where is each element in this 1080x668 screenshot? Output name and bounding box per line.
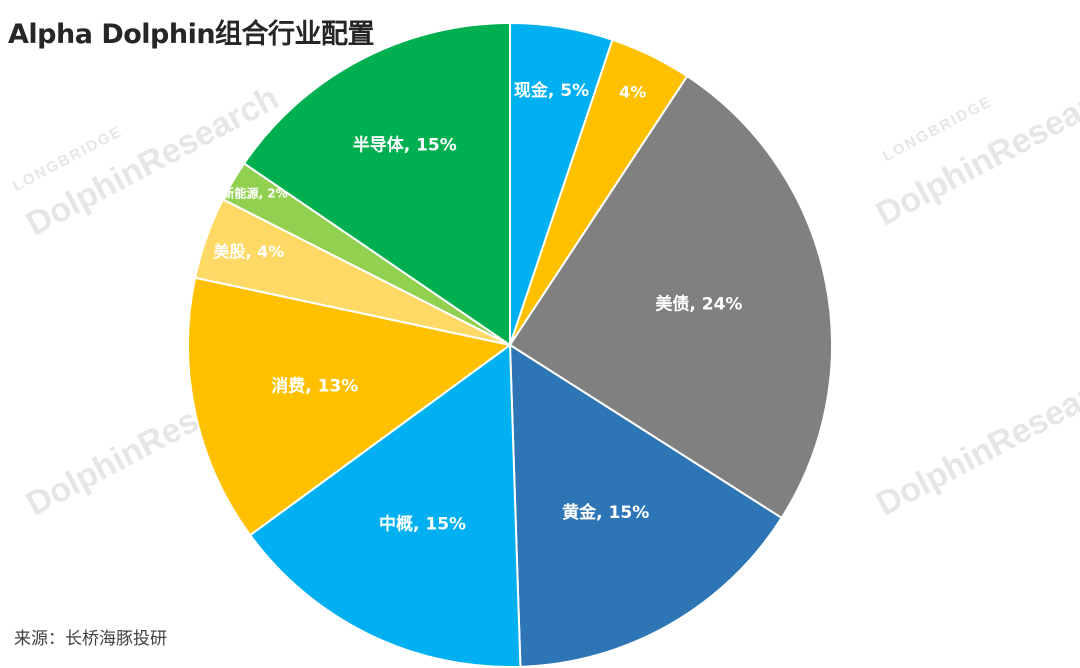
pie-slice-8	[242, 21, 511, 347]
pie-slice-4	[248, 343, 522, 668]
pie-slice-label-7: 新能源, 2%	[223, 186, 288, 201]
pie-slice-label-1: 4%	[619, 83, 646, 102]
pie-slice-label-6: 美股, 4%	[214, 242, 285, 261]
source-note: 来源：长桥海豚投研	[14, 629, 167, 649]
chart-title: Alpha Dolphin组合行业配置	[8, 19, 375, 50]
pie-slice-label-8: 半导体, 15%	[353, 135, 457, 156]
pie-slice-label-5: 消费, 13%	[271, 376, 358, 397]
pie-slice-5	[187, 276, 513, 537]
pie-slice-label-0: 现金, 5%	[514, 80, 589, 101]
pie-slice-label-3: 黄金, 15%	[562, 502, 649, 523]
pie-slice-label-2: 美债, 24%	[655, 294, 742, 315]
pie-slice-3	[508, 343, 784, 668]
pie-slice-label-4: 中概, 15%	[379, 513, 466, 534]
pie-slice-2	[508, 74, 833, 520]
